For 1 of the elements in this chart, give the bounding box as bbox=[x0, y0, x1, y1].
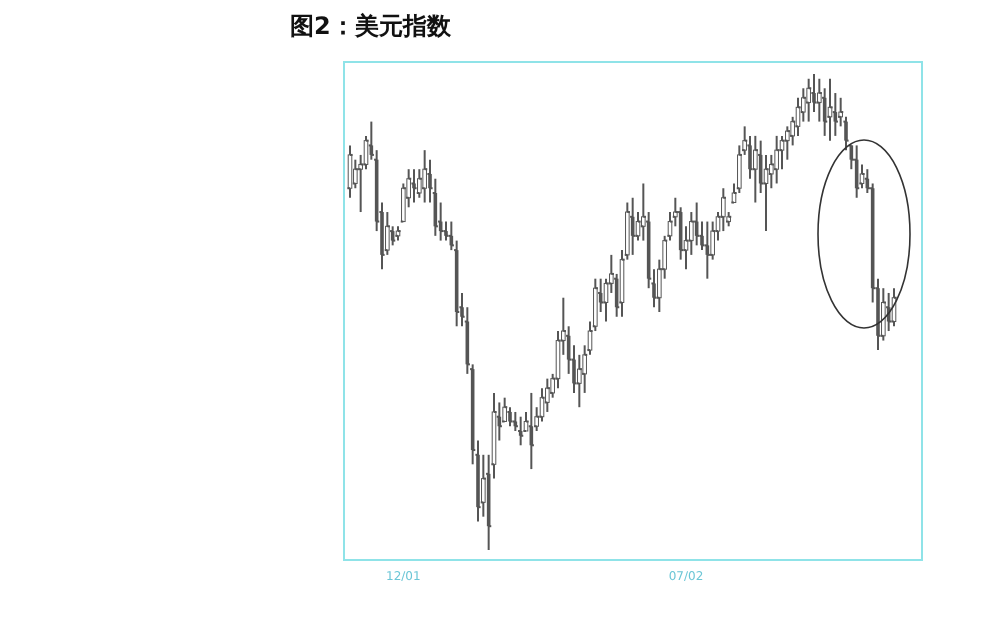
chart-title: 图2：美元指数 bbox=[290, 12, 453, 40]
